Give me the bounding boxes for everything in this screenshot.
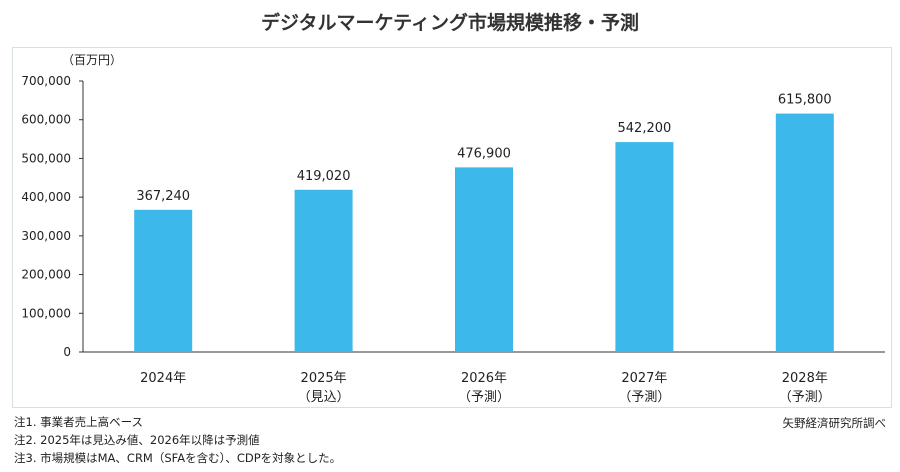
data-label: 419,020 (297, 169, 351, 184)
x-tick-label: 2024年 (140, 371, 186, 386)
note-3: 注3. 市場規模はMA、CRM（SFAを含む）、CDPを対象とした。 (14, 451, 342, 465)
y-tick-label: 100,000 (21, 306, 71, 320)
data-label: 615,800 (778, 93, 832, 108)
y-tick-label: 600,000 (21, 113, 71, 127)
x-tick-label: 2026年 (461, 371, 507, 386)
x-tick-sublabel: （予測） (779, 390, 831, 405)
y-axis-unit-label: （百万円） (62, 53, 122, 67)
y-tick-label: 300,000 (21, 229, 71, 243)
y-tick-label: 0 (63, 345, 71, 359)
x-tick-label: 2028年 (782, 371, 828, 386)
chart-title: デジタルマーケティング市場規模推移・予測 (260, 12, 640, 34)
y-tick-label: 200,000 (21, 268, 71, 282)
data-label: 367,240 (136, 189, 190, 204)
x-tick-sublabel: （予測） (618, 390, 670, 405)
bar-2026 (455, 167, 513, 352)
bar-chart: （百万円） 0 100,000 200,000 300,000 400,000 500,0… (21, 53, 885, 405)
x-tick-sublabel: （見込） (298, 390, 350, 405)
x-tick-label: 2027年 (621, 371, 667, 386)
bar-2024 (134, 209, 193, 352)
chart-frame (12, 47, 892, 408)
y-tick-label: 500,000 (21, 151, 71, 165)
note-2: 注2. 2025年は見込み値、2026年以降は予測値 (14, 433, 260, 447)
y-tick-label: 400,000 (21, 190, 71, 204)
bar-2028 (775, 113, 834, 352)
y-tick-label: 700,000 (21, 74, 71, 88)
note-1: 注1. 事業者売上高ベース (14, 415, 144, 429)
data-label: 542,200 (618, 121, 672, 136)
bar-2027 (615, 142, 674, 352)
x-tick-label: 2025年 (301, 371, 347, 386)
bar-2025 (294, 189, 353, 352)
source-credit: 矢野経済研究所調べ (782, 416, 887, 430)
x-tick-sublabel: （予測） (458, 390, 510, 405)
data-label: 476,900 (457, 146, 511, 161)
